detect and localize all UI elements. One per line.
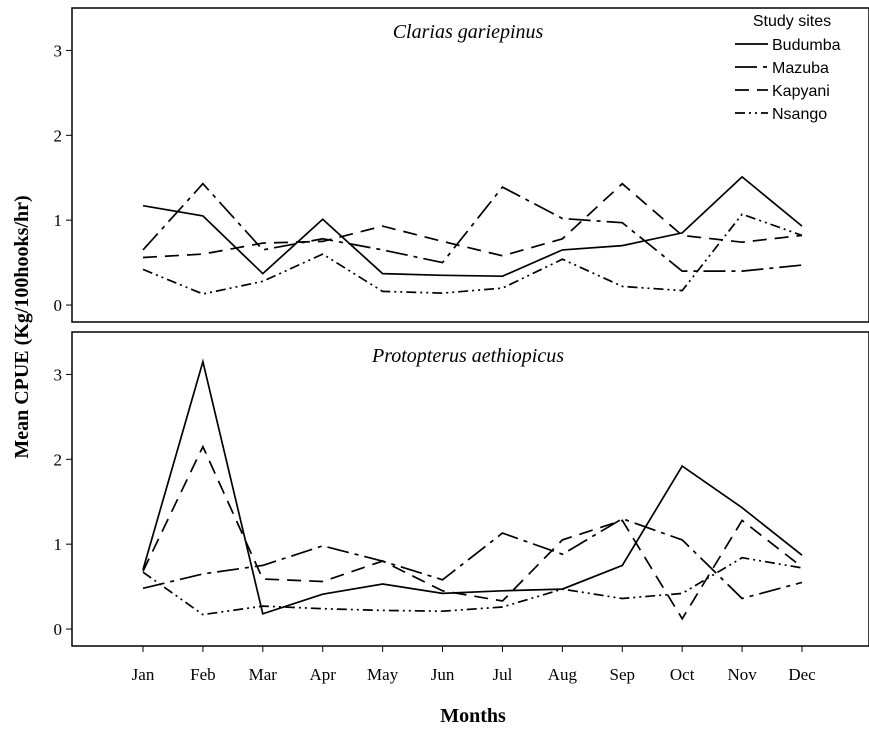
x-tick-label: Oct [670,665,695,684]
series-line-nsango [142,213,803,295]
x-tick-label: Feb [190,665,216,684]
legend-title: Study sites [753,13,831,30]
y-tick-label: 1 [54,535,63,554]
panel-title: Clarias gariepinus [393,21,544,43]
x-tick-label: Nov [727,665,757,684]
y-axis-label: Mean CPUE (Kg/100hooks/hr) [11,195,33,458]
x-tick-label: Mar [249,665,278,684]
x-axis-label: Months [440,705,506,727]
series-line-kapyani [142,182,803,259]
legend-entry: Nsango [772,106,827,123]
panel-frame [71,7,869,323]
series-line-kapyani [142,444,803,621]
x-tick-label: Jul [493,665,513,684]
series-line-mazuba [142,182,803,272]
x-tick-label: May [367,665,399,684]
y-tick-label: 1 [54,211,63,230]
legend-entry: Kapyani [772,83,830,100]
x-tick-label: Jan [132,665,155,684]
x-tick-label: Jun [431,665,455,684]
y-tick-label: 0 [54,620,63,639]
legend-entry: Budumba [772,37,841,54]
panel-frame [71,331,869,647]
series-line-budumba [142,175,803,278]
series-line-mazuba [142,517,803,600]
series-line-budumba [142,358,803,615]
x-tick-label: Dec [788,665,816,684]
y-tick-label: 2 [54,450,63,469]
x-tick-label: Sep [610,665,636,684]
panel-1: 0 1 2 3 Clarias gariepinus [54,7,869,323]
series-line-nsango [142,556,803,616]
panel-title: Protopterus aethiopicus [371,345,564,367]
x-tick-label: Apr [310,665,337,684]
legend-entry: Mazuba [772,60,829,77]
y-tick-label: 2 [54,126,63,145]
panel-2: 0 1 2 3 Protopterus aethiopicus [54,331,869,647]
y-tick-label: 3 [54,365,63,384]
y-tick-label: 0 [54,296,63,315]
legend: Study sites Budumba Mazuba Kapyani Nsango [735,13,841,123]
x-tick-label: Aug [548,665,578,684]
y-tick-label: 3 [54,41,63,60]
